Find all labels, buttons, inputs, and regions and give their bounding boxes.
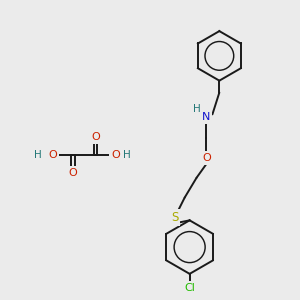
Text: S: S [171, 211, 178, 224]
Text: H: H [123, 150, 131, 160]
Text: H: H [34, 150, 42, 160]
Text: N: N [202, 112, 211, 122]
Text: O: O [111, 150, 120, 160]
Text: O: O [49, 150, 57, 160]
Text: O: O [202, 153, 211, 163]
Text: O: O [91, 132, 100, 142]
Text: O: O [68, 168, 77, 178]
Text: Cl: Cl [184, 283, 195, 293]
Text: H: H [193, 104, 200, 114]
